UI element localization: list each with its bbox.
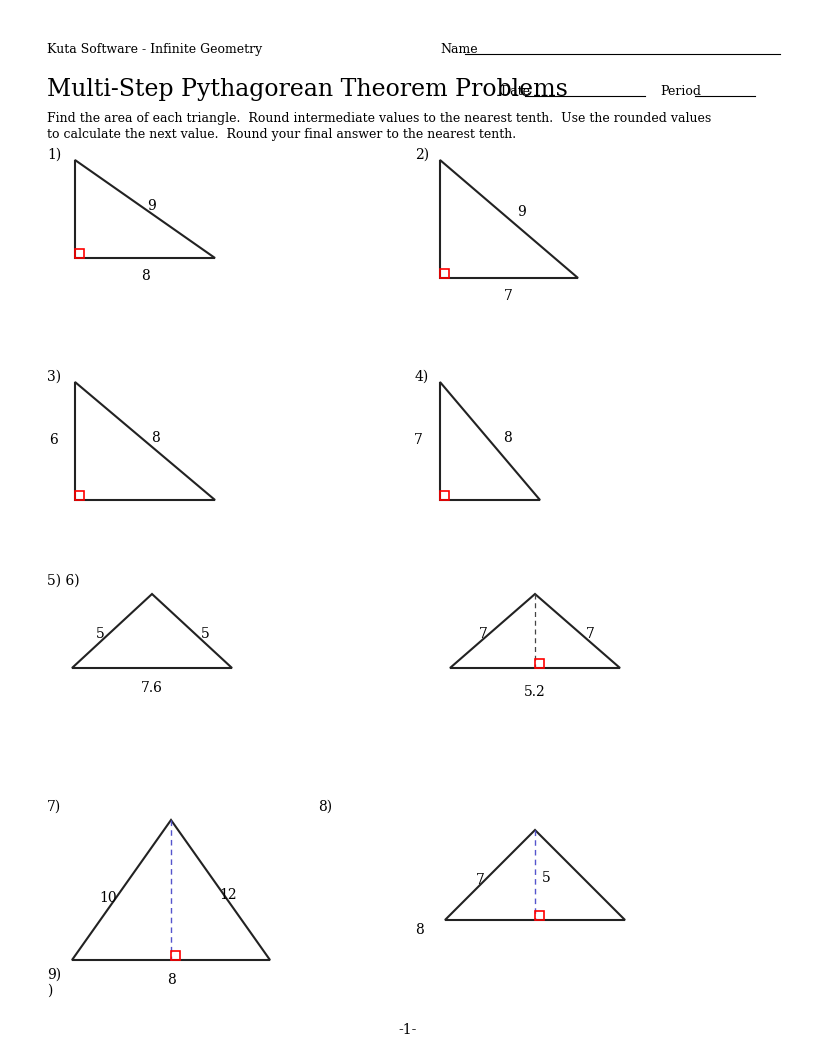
Text: 7: 7	[414, 433, 423, 447]
Text: 2): 2)	[415, 148, 429, 162]
Text: 7): 7)	[47, 800, 61, 814]
Text: 8: 8	[151, 431, 159, 445]
Text: Name: Name	[440, 43, 477, 56]
Text: 7: 7	[503, 289, 512, 303]
Text: 9): 9)	[47, 968, 61, 982]
Text: 1): 1)	[47, 148, 61, 162]
Text: ): )	[47, 984, 52, 998]
Text: 9: 9	[148, 199, 157, 213]
Text: 9: 9	[517, 205, 526, 219]
Text: Multi-Step Pythagorean Theorem Problems: Multi-Step Pythagorean Theorem Problems	[47, 78, 568, 101]
Text: 5: 5	[95, 627, 104, 641]
Text: 7.6: 7.6	[141, 681, 163, 695]
Text: 7: 7	[478, 627, 487, 641]
Text: 10: 10	[100, 891, 117, 905]
Text: Find the area of each triangle.  Round intermediate values to the nearest tenth.: Find the area of each triangle. Round in…	[47, 112, 712, 125]
Text: 5: 5	[201, 627, 210, 641]
Text: 8: 8	[166, 973, 175, 987]
Text: 8): 8)	[318, 800, 332, 814]
Text: Period: Period	[660, 84, 701, 98]
Text: to calculate the next value.  Round your final answer to the nearest tenth.: to calculate the next value. Round your …	[47, 128, 517, 142]
Text: 5.2: 5.2	[524, 685, 546, 699]
Text: 8: 8	[140, 269, 149, 283]
Text: Date: Date	[500, 84, 530, 98]
Text: 7: 7	[476, 873, 485, 887]
Text: Kuta Software - Infinite Geometry: Kuta Software - Infinite Geometry	[47, 43, 262, 56]
Text: 5: 5	[542, 871, 550, 885]
Text: 7: 7	[586, 627, 594, 641]
Text: -1-: -1-	[399, 1023, 417, 1037]
Text: 3): 3)	[47, 370, 61, 384]
Text: 6: 6	[50, 433, 59, 447]
Text: 4): 4)	[415, 370, 429, 384]
Text: 8: 8	[503, 431, 512, 445]
Text: 5) 6): 5) 6)	[47, 574, 80, 588]
Text: 8: 8	[415, 923, 424, 937]
Text: 12: 12	[220, 888, 237, 902]
